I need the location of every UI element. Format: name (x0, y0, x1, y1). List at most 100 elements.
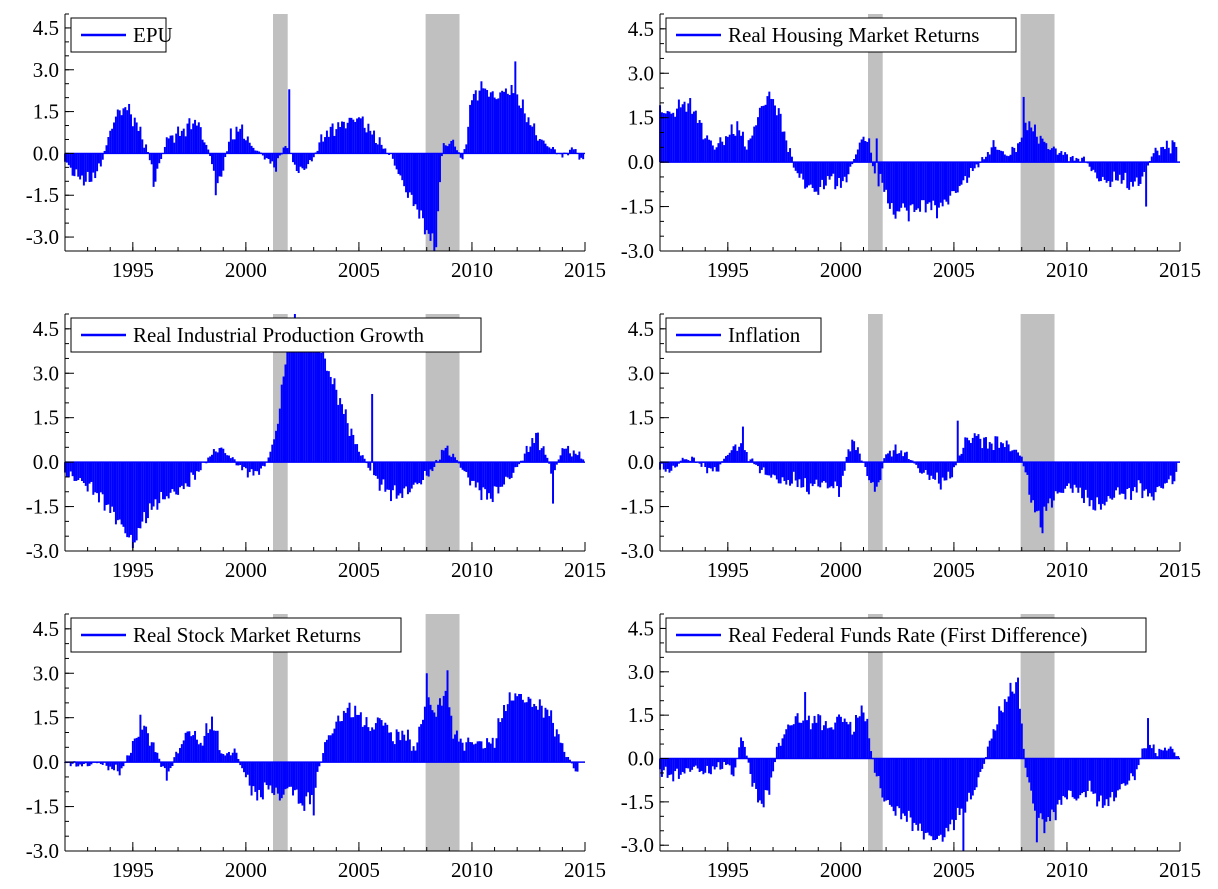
bar (154, 153, 157, 182)
bar (461, 462, 464, 470)
bar (293, 153, 296, 165)
bar (476, 462, 479, 483)
bar (1150, 462, 1153, 497)
x-tick-label: 2015 (564, 258, 606, 282)
bar (282, 147, 285, 154)
bar (1013, 147, 1016, 163)
bar (559, 742, 562, 763)
bar (696, 758, 699, 769)
bar (405, 462, 408, 487)
bar (454, 457, 457, 463)
bar (316, 762, 319, 772)
bar (237, 131, 240, 154)
bar (741, 741, 744, 759)
bar (495, 99, 498, 154)
bar (273, 762, 276, 795)
bar (278, 153, 281, 156)
bar (1009, 154, 1012, 163)
bar (934, 758, 937, 841)
bar (145, 462, 148, 524)
bar (448, 143, 451, 154)
bar (1162, 146, 1165, 163)
bar (883, 458, 886, 463)
bar (472, 93, 475, 154)
bar (553, 736, 556, 763)
bar (971, 162, 974, 172)
bar (1092, 462, 1095, 510)
bar (668, 462, 671, 473)
bar (427, 462, 430, 477)
bar (787, 151, 790, 163)
bar (423, 153, 426, 235)
bar (352, 717, 355, 763)
x-tick-label: 2010 (1046, 858, 1088, 882)
bar (224, 755, 227, 763)
bar (297, 153, 300, 174)
bar (239, 762, 242, 766)
bar (819, 162, 822, 187)
bar (858, 716, 861, 759)
bar (1020, 137, 1023, 163)
bar (1077, 462, 1080, 493)
bar (822, 162, 825, 190)
bar (388, 732, 391, 763)
bar (408, 462, 411, 493)
bar (420, 462, 423, 485)
bar (1133, 758, 1136, 781)
bar (841, 462, 844, 476)
bar (207, 457, 210, 463)
bar (1156, 150, 1159, 163)
bar (858, 142, 861, 163)
bar (454, 146, 457, 154)
bar (548, 716, 551, 763)
bar (770, 462, 773, 478)
bar (806, 462, 808, 492)
x-tick-label: 2015 (1159, 258, 1201, 282)
bar (250, 462, 253, 470)
bar (704, 758, 707, 773)
bar (461, 742, 464, 763)
bar (806, 162, 808, 188)
bar (749, 138, 752, 163)
bar (956, 162, 959, 193)
y-tick-label: 3.0 (628, 660, 654, 684)
bar (356, 714, 359, 763)
bar (969, 758, 972, 800)
bar (552, 146, 555, 154)
bar (1001, 443, 1004, 463)
bar (97, 153, 100, 164)
bar (504, 462, 507, 477)
bar (681, 104, 684, 163)
bar (928, 462, 931, 480)
bar (1064, 152, 1067, 163)
bar (425, 673, 428, 763)
bar (393, 462, 396, 486)
bar (412, 153, 415, 207)
bar (540, 448, 543, 463)
bar (435, 460, 438, 463)
bar (373, 462, 376, 476)
bar (367, 462, 370, 468)
bar (67, 153, 70, 166)
bar (576, 455, 579, 463)
y-tick-label: -1.5 (26, 183, 59, 207)
bar (964, 162, 967, 177)
bar (1133, 162, 1136, 182)
bar (864, 462, 867, 467)
bar (706, 758, 709, 766)
bar (369, 130, 372, 154)
bar (817, 162, 820, 195)
bar (275, 153, 278, 172)
bar (433, 712, 436, 763)
bar (1175, 146, 1178, 163)
bar (139, 714, 142, 763)
x-tick-label: 2015 (1159, 558, 1201, 582)
bar (346, 707, 349, 763)
bar (327, 136, 330, 154)
bar (845, 721, 848, 759)
bar (969, 162, 972, 169)
bar (770, 758, 773, 778)
bar (131, 740, 134, 763)
